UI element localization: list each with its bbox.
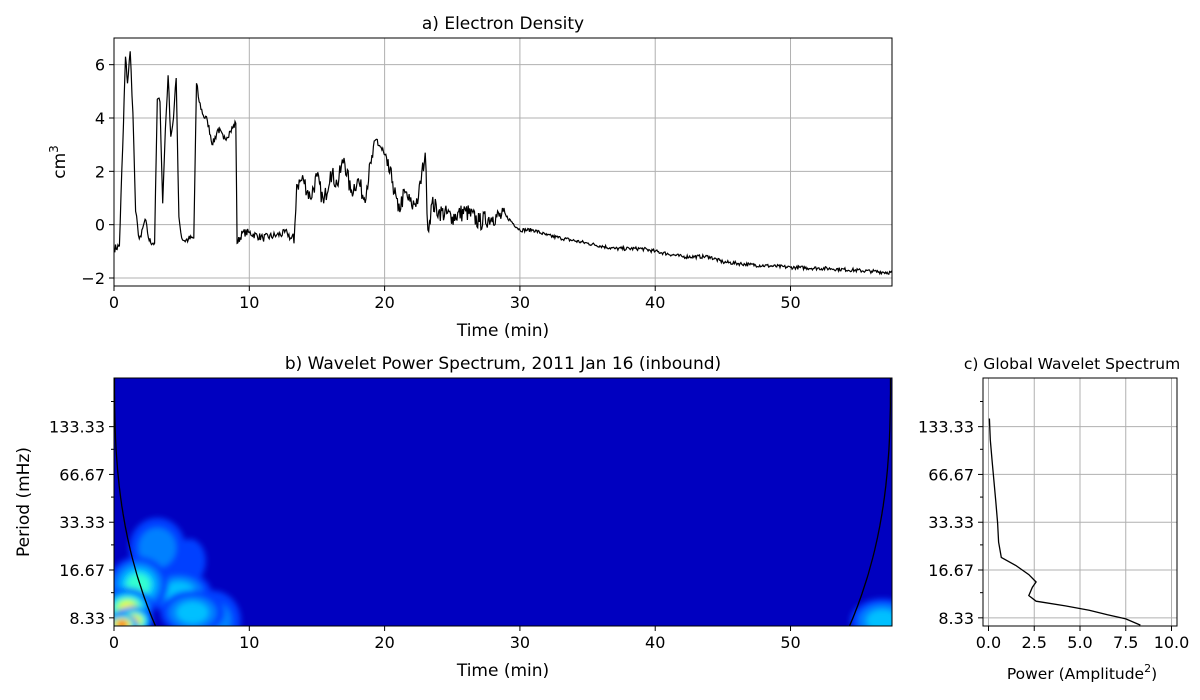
panel-a-ytick-label: 2 xyxy=(95,162,105,181)
wavelet-power-contour xyxy=(138,527,176,568)
panel-c-xtick-label: 0.0 xyxy=(976,633,1001,652)
panel-c-xtick-label: 5.0 xyxy=(1067,633,1092,652)
panel-b-xtick-label: 50 xyxy=(780,633,800,652)
cone-of-influence-left xyxy=(114,378,157,626)
panel-a-xtick-label: 0 xyxy=(109,293,119,312)
panel-b-ytick-label: 8.33 xyxy=(69,609,105,628)
panel-c-y-ticks: 133.33 66.67 33.33 16.67 8.33 xyxy=(918,401,983,628)
wavelet-power-blobs xyxy=(114,517,892,626)
panel-b-ylabel: Period (mHz) xyxy=(14,447,34,557)
wavelet-power-contour xyxy=(866,609,892,626)
panel-b-xlabel: Time (min) xyxy=(456,661,549,681)
panel-c-ytick-label: 16.67 xyxy=(928,561,974,580)
panel-c-xlabel-sup: 2 xyxy=(1144,662,1151,675)
panel-a-ylabel-sup: 3 xyxy=(47,145,61,153)
panel-b-title: b) Wavelet Power Spectrum, 2011 Jan 16 (… xyxy=(285,354,721,374)
panel-c-ytick-label: 133.33 xyxy=(918,418,974,437)
wavelet-power-contour xyxy=(176,601,209,624)
panel-a-ylabel-text: cm xyxy=(50,153,70,179)
panel-b-ytick-label: 33.33 xyxy=(59,513,105,532)
panel-a-xlabel: Time (min) xyxy=(456,321,549,341)
panel-b-ytick-label: 66.67 xyxy=(59,465,105,484)
panel-a-ylabel: cm3 xyxy=(47,145,70,179)
cone-of-influence-right xyxy=(848,378,892,626)
panel-c-xlabel-text: Power (Amplitude xyxy=(1007,665,1144,683)
panel-c-xtick-label: 7.5 xyxy=(1113,633,1138,652)
panel-a-frame xyxy=(113,37,893,287)
panel-a-ytick-label: 4 xyxy=(95,109,105,128)
panel-b-xtick-label: 0 xyxy=(109,633,119,652)
electron-density-series xyxy=(114,51,892,276)
wavelet-power-contour xyxy=(118,622,126,626)
panel-b-xtick-label: 30 xyxy=(510,633,530,652)
panel-b-y-ticks: 133.33 66.67 33.33 16.67 8.33 xyxy=(49,401,114,628)
panel-b-ytick-label: 16.67 xyxy=(59,561,105,580)
panel-c-xlabel-close: ) xyxy=(1151,665,1157,683)
panel-a-grid xyxy=(113,38,892,286)
panel-a-ytick-label: −2 xyxy=(81,269,105,288)
panel-c-xlabel: Power (Amplitude2) xyxy=(1007,662,1157,683)
panel-b-frame xyxy=(113,377,893,627)
panel-a-title: a) Electron Density xyxy=(422,14,584,34)
panel-b-x-ticks: 0 10 20 30 40 50 xyxy=(109,626,801,652)
panel-c-ytick-label: 33.33 xyxy=(928,513,974,532)
panel-c-ytick-label: 66.67 xyxy=(928,465,974,484)
panel-a-xtick-label: 20 xyxy=(374,293,394,312)
panel-a-ytick-label: 0 xyxy=(95,216,105,235)
panel-c-x-ticks: 0.0 2.5 5.0 7.5 10.0 xyxy=(976,626,1190,652)
global-wavelet-series xyxy=(988,418,1141,626)
panel-c-xtick-label: 10.0 xyxy=(1154,633,1190,652)
panel-c-ytick-label: 8.33 xyxy=(938,609,974,628)
panel-a-ytick-label: 6 xyxy=(95,56,105,75)
wavelet-background xyxy=(114,378,892,626)
panel-c-global-wavelet: c) Global Wavelet Spectrum 0.0 2.5 5.0 7.5 1… xyxy=(918,355,1189,683)
panel-a-xtick-label: 30 xyxy=(510,293,530,312)
panel-a-xtick-label: 40 xyxy=(645,293,665,312)
panel-a-x-ticks: 0 10 20 30 40 50 xyxy=(109,286,801,312)
panel-b-xtick-label: 10 xyxy=(239,633,259,652)
panel-c-xtick-label: 2.5 xyxy=(1022,633,1047,652)
panel-a-y-ticks: −2 0 2 4 6 xyxy=(81,56,114,288)
panel-c-grid xyxy=(983,378,1177,626)
panel-b-xtick-label: 20 xyxy=(374,633,394,652)
panel-b-wavelet-power: b) Wavelet Power Spectrum, 2011 Jan 16 (… xyxy=(14,354,893,681)
panel-b-ytick-label: 133.33 xyxy=(49,418,105,437)
panel-a-xtick-label: 50 xyxy=(780,293,800,312)
panel-a-xtick-label: 10 xyxy=(239,293,259,312)
panel-c-title: c) Global Wavelet Spectrum xyxy=(964,355,1180,373)
panel-b-xtick-label: 40 xyxy=(645,633,665,652)
